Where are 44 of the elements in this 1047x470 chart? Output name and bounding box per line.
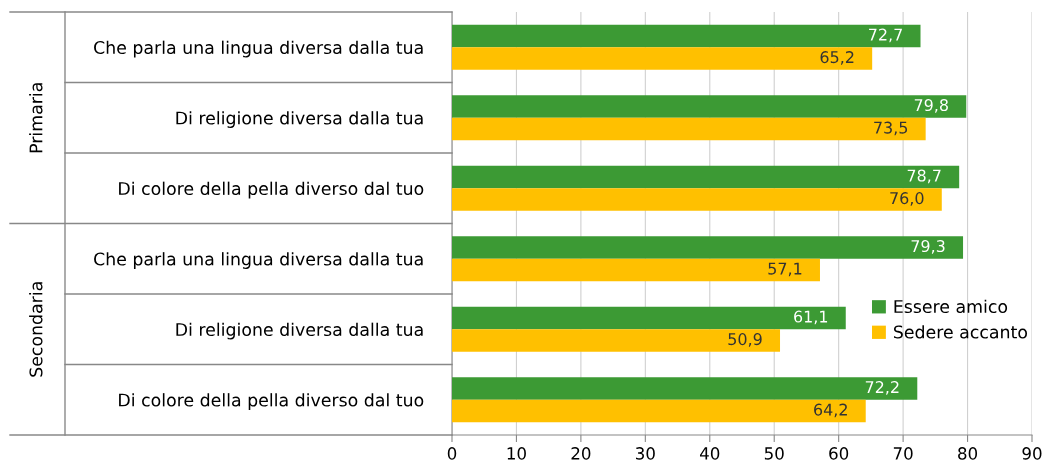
x-tick-label: 10 (507, 447, 526, 460)
data-label: 64,2 (814, 403, 847, 418)
bar (452, 399, 866, 423)
data-label: 61,1 (794, 310, 828, 325)
x-tick-label: 20 (571, 447, 591, 460)
data-label: 79,3 (911, 240, 945, 254)
bar (452, 188, 942, 211)
y-tick-label: Di religione diversa dalla tua (176, 111, 423, 128)
data-label: 57,1 (768, 262, 802, 277)
bar (452, 329, 781, 352)
text: Primaria (29, 83, 43, 153)
bar (452, 47, 873, 70)
bar (452, 236, 964, 259)
legend-label: Essere amico (894, 299, 1008, 314)
bar (452, 306, 846, 330)
x-tick-label: 0 (447, 447, 457, 460)
x-tick-label: 80 (958, 447, 978, 460)
data-label: 78,7 (907, 169, 941, 184)
bar (452, 95, 967, 118)
y-tick-label: Di colore della pella diverso dal tuo (119, 181, 424, 199)
data-label: 50,9 (728, 333, 762, 347)
text: Secondaria (29, 282, 43, 377)
x-tick-label: 40 (699, 447, 720, 460)
data-label: 72,2 (865, 381, 899, 395)
data-label: 79,8 (914, 99, 948, 113)
bar (452, 165, 960, 189)
data-label: 73,5 (874, 121, 908, 136)
bar (452, 24, 921, 48)
x-tick-label: 50 (764, 447, 784, 460)
data-label: 76,0 (890, 192, 924, 206)
y-tick-label: Che parla una lingua diversa dalla tua (94, 252, 423, 269)
y-tick-label: Che parla una lingua diversa dalla tua (94, 40, 423, 58)
x-tick-label: 30 (636, 447, 655, 460)
bar (452, 117, 926, 141)
bar (452, 258, 820, 282)
y-tick-label: Di colore della pella diverso dal tuo (119, 393, 424, 410)
legend-label: Sedere accanto (893, 325, 1028, 339)
x-tick-label: 90 (1022, 447, 1042, 460)
data-label: 72,7 (869, 28, 902, 43)
bar (452, 377, 918, 400)
data-label: 65,2 (820, 51, 854, 65)
y-tick-label: Di religione diversa dalla tua (176, 322, 423, 340)
x-tick-label: 60 (829, 447, 849, 460)
x-tick-label: 70 (893, 447, 913, 460)
